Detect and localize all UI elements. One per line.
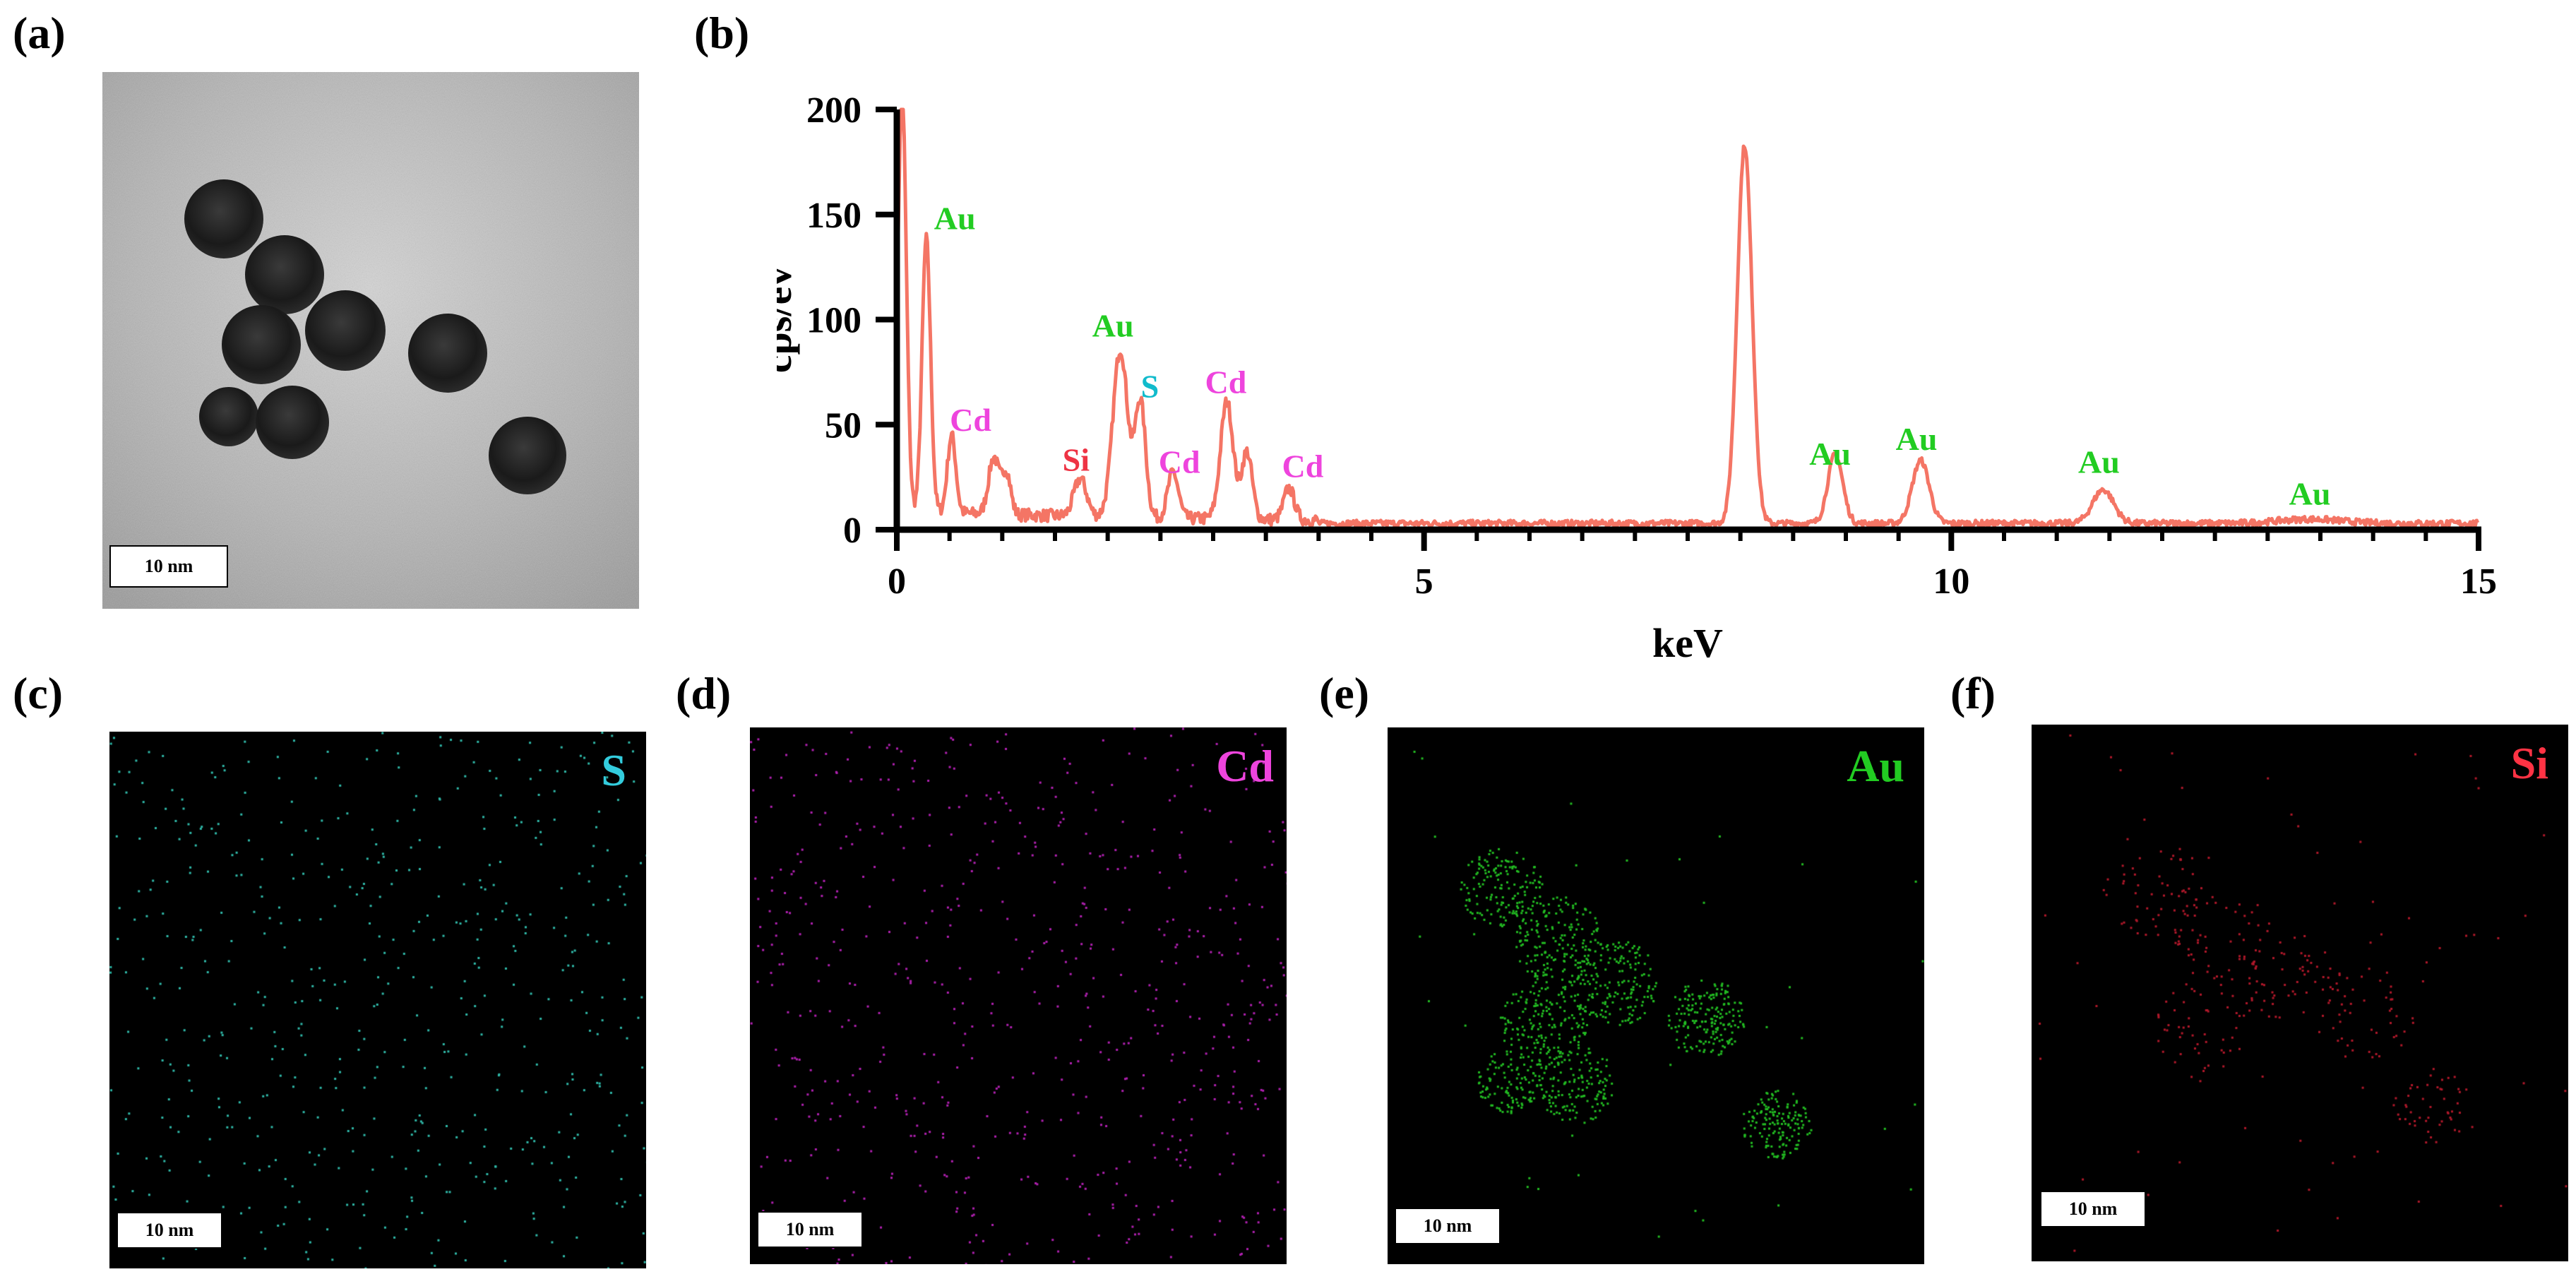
nanoparticle (305, 290, 386, 371)
x-tick-label: 10 (1933, 561, 1969, 602)
peak-label: Cd (1282, 448, 1324, 484)
s-element-map: S 10 nm (109, 732, 646, 1268)
scale-bar: 10 nm (117, 1212, 222, 1249)
peak-label: Si (1063, 442, 1090, 478)
x-tick-label: 5 (1415, 561, 1433, 602)
scale-bar: 10 nm (1395, 1208, 1501, 1244)
nanoparticle (245, 235, 324, 314)
y-tick-label: 50 (825, 405, 861, 446)
nanoparticle (408, 314, 487, 393)
s-dots (109, 732, 646, 1268)
cd-dots (750, 727, 1287, 1264)
nanoparticle (489, 417, 566, 494)
peak-label: Au (934, 201, 976, 237)
si-element-label: Si (2510, 738, 2548, 788)
scale-bar: 10 nm (109, 545, 228, 588)
cd-element-label: Cd (1216, 741, 1274, 791)
peak-label: Au (1092, 307, 1134, 343)
peak-label: Au (2289, 475, 2331, 511)
s-element-label: S (601, 745, 626, 795)
nanoparticle (222, 305, 301, 384)
au-element-map: Au 10 nm (1388, 727, 1924, 1264)
x-tick-label: 15 (2460, 561, 2497, 602)
spectrum-line (895, 107, 2480, 528)
x-tick-label: 0 (888, 561, 906, 602)
nanoparticle (199, 387, 258, 446)
peak-label: Cd (950, 402, 991, 438)
scale-bar: 10 nm (757, 1211, 863, 1248)
nanoparticle (256, 386, 329, 459)
peak-label: S (1141, 369, 1159, 405)
y-tick-label: 200 (806, 90, 861, 131)
scale-bar: 10 nm (2040, 1191, 2146, 1227)
x-axis-label: keV (1652, 620, 1723, 666)
au-element-label: Au (1847, 741, 1904, 791)
panel-a-label: (a) (13, 8, 66, 58)
panel-b-label: (b) (694, 8, 750, 58)
panel-d-label: (d) (676, 668, 732, 718)
tem-micrograph (102, 72, 639, 609)
panel-f-label: (f) (1950, 668, 1996, 718)
peak-label: Au (1809, 436, 1851, 472)
y-tick-label: 100 (806, 301, 861, 341)
cd-element-map: Cd 10 nm (750, 727, 1287, 1264)
si-element-map: Si 10 nm (2032, 725, 2568, 1261)
tem-image: 10 nm (102, 72, 639, 609)
peak-label: Cd (1205, 364, 1247, 400)
y-tick-label: 150 (806, 196, 861, 236)
peak-label: Au (2078, 444, 2120, 480)
y-tick-label: 0 (843, 511, 861, 551)
panel-c-label: (c) (13, 668, 64, 718)
nanoparticle (184, 179, 263, 258)
au-dots (1388, 727, 1924, 1264)
si-dots (2032, 725, 2568, 1261)
peak-label: Au (1896, 421, 1938, 457)
y-axis-label: cps/ev (777, 266, 800, 373)
peak-label: Cd (1159, 444, 1200, 480)
panel-e-label: (e) (1319, 668, 1370, 718)
